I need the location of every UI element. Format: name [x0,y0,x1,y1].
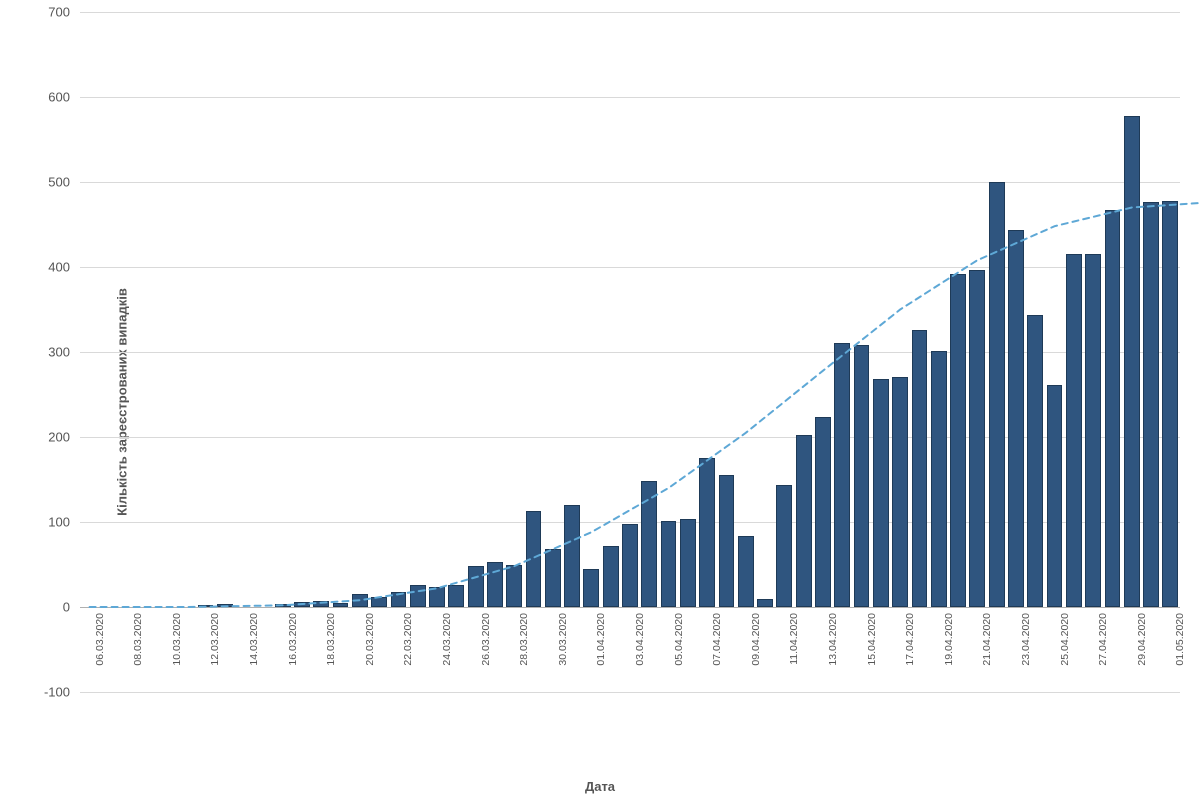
zero-line [80,607,1180,608]
bar [410,585,426,607]
x-tick-label: 12.03.2020 [209,613,221,666]
x-tick-label: 24.03.2020 [441,613,453,666]
x-tick-label: 21.04.2020 [981,613,993,666]
bar [950,274,966,607]
bar [217,604,233,607]
x-tick-label: 30.03.2020 [557,613,569,666]
bar [815,417,831,607]
y-tick-label: 100 [48,515,70,530]
bar [892,377,908,607]
y-tick-label: 300 [48,345,70,360]
bar [931,351,947,607]
bar [776,485,792,607]
bar [680,519,696,607]
x-tick-label: 29.04.2020 [1136,613,1148,666]
bar [429,587,445,607]
y-tick-label: 200 [48,430,70,445]
bar [506,565,522,608]
bar [738,536,754,607]
x-tick-label: 07.04.2020 [711,613,723,666]
bar [969,270,985,607]
bar [1105,210,1121,607]
bar [545,549,561,607]
gridline [80,97,1180,98]
bar [1008,230,1024,607]
x-tick-label: 27.04.2020 [1097,613,1109,666]
x-tick-label: 13.04.2020 [827,613,839,666]
bar [1124,116,1140,607]
x-tick-label: 05.04.2020 [673,613,685,666]
x-tick-label: 23.04.2020 [1020,613,1032,666]
x-tick-label: 08.03.2020 [132,613,144,666]
plot-area: -100010020030040050060070006.03.202008.0… [80,12,1180,692]
bar [391,592,407,607]
bar [757,599,773,608]
x-tick-label: 01.05.2020 [1174,613,1186,666]
bar [912,330,928,607]
bar [526,511,542,607]
x-tick-label: 11.04.2020 [788,613,800,665]
x-tick-label: 22.03.2020 [402,613,414,666]
bar [641,481,657,607]
bar [564,505,580,607]
x-tick-label: 17.04.2020 [904,613,916,666]
bar [313,601,329,607]
x-tick-label: 28.03.2020 [518,613,530,666]
chart-container: Кількість зареєстрованих випадків Дата -… [0,0,1200,804]
bar [352,594,368,607]
bar [661,521,677,607]
bar [448,585,464,607]
bar [989,182,1005,607]
x-tick-label: 18.03.2020 [325,613,337,666]
x-tick-label: 03.04.2020 [634,613,646,666]
bar [699,458,715,607]
gridline [80,692,1180,693]
x-tick-label: 19.04.2020 [943,613,955,666]
y-tick-label: -100 [44,685,70,700]
bar [333,603,349,607]
x-tick-label: 06.03.2020 [94,613,106,666]
bar [854,345,870,607]
bar [1085,254,1101,607]
bar [873,379,889,607]
x-axis-title: Дата [585,779,615,794]
bar [468,566,484,607]
bar [583,569,599,607]
gridline [80,12,1180,13]
x-tick-label: 20.03.2020 [364,613,376,666]
x-tick-label: 10.03.2020 [171,613,183,666]
x-tick-label: 26.03.2020 [480,613,492,666]
bar [294,602,310,607]
bar [1143,202,1159,607]
bar [796,435,812,607]
bar [1066,254,1082,607]
bar [371,597,387,607]
x-tick-label: 14.03.2020 [248,613,260,666]
x-tick-label: 01.04.2020 [595,613,607,666]
bar [1162,201,1178,607]
bar [1047,385,1063,607]
bar [275,604,291,607]
y-tick-label: 0 [63,600,70,615]
gridline [80,182,1180,183]
y-tick-label: 500 [48,175,70,190]
y-tick-label: 400 [48,260,70,275]
y-tick-label: 600 [48,90,70,105]
bar [198,605,214,607]
bar [719,475,735,607]
x-tick-label: 25.04.2020 [1059,613,1071,666]
y-tick-label: 700 [48,5,70,20]
bar [603,546,619,607]
bar [834,343,850,607]
bar [622,524,638,607]
bar [487,562,503,607]
x-tick-label: 16.03.2020 [287,613,299,666]
x-tick-label: 09.04.2020 [750,613,762,666]
bar [1027,315,1043,607]
x-tick-label: 15.04.2020 [866,613,878,666]
